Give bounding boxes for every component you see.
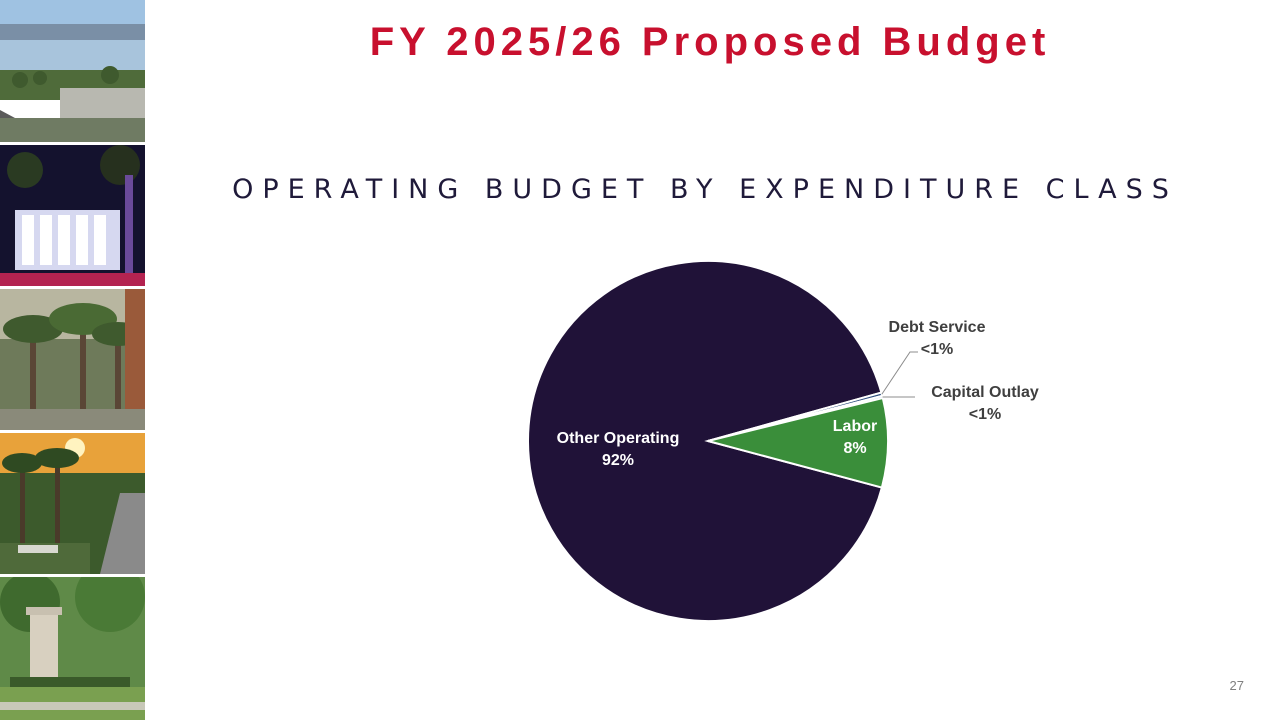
chart-title: OPERATING BUDGET BY EXPENDITURE CLASS bbox=[232, 174, 1178, 205]
label-capital-outlay-line-1: Capital Outlay bbox=[931, 384, 1039, 401]
photo-lake-city bbox=[0, 0, 145, 142]
photo-strip bbox=[0, 0, 145, 720]
label-debt-service: Debt Service <1% bbox=[889, 319, 986, 358]
page-number: 27 bbox=[1229, 678, 1244, 693]
pie-slice-labor bbox=[707, 396, 889, 489]
slide-title: FY 2025/26 Proposed Budget bbox=[369, 20, 1051, 64]
label-capital-outlay: Capital Outlay <1% bbox=[931, 384, 1039, 423]
label-other-operating: Other Operating 92% bbox=[557, 430, 680, 469]
label-capital-outlay-line-2: <1% bbox=[969, 406, 1001, 423]
photo-palm-trees bbox=[0, 289, 145, 430]
photo-sunset-street bbox=[0, 433, 145, 574]
label-other-operating-line-1: Other Operating bbox=[557, 430, 680, 447]
photo-park-monument bbox=[0, 577, 145, 720]
leader-debt-service bbox=[881, 351, 918, 395]
label-labor-line-2: 8% bbox=[843, 440, 866, 457]
label-labor: Labor 8% bbox=[833, 418, 877, 457]
label-debt-service-line-2: <1% bbox=[921, 341, 953, 358]
label-labor-line-1: Labor bbox=[833, 418, 877, 435]
photo-night-lights bbox=[0, 145, 145, 286]
pie-slice-other-operating bbox=[527, 260, 884, 622]
label-debt-service-line-1: Debt Service bbox=[889, 319, 986, 336]
label-other-operating-line-2: 92% bbox=[602, 452, 634, 469]
